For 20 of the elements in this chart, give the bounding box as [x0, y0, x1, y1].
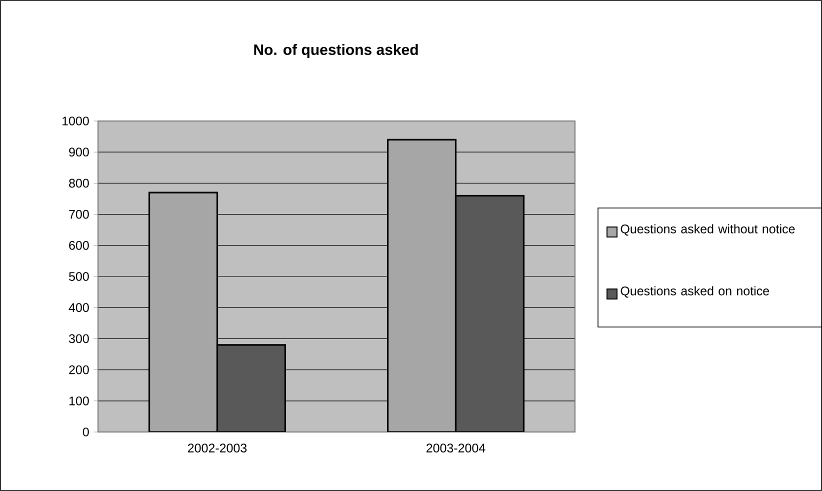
y-tick-label: 300 — [68, 334, 89, 344]
bar — [386, 138, 457, 432]
x-tick-label: 2003-2004 — [426, 444, 486, 452]
y-tick-label: 900 — [69, 148, 89, 157]
y-tick-label: 200 — [69, 365, 89, 374]
y-tick-label: 400 — [68, 303, 89, 312]
legend-label: Questions asked without notice — [620, 224, 795, 236]
x-tick-label: 2002-2003 — [188, 444, 247, 452]
y-tick-label: 800 — [69, 178, 89, 188]
chart-title: No. of questions asked — [254, 44, 418, 58]
y-tick-label: 100 — [69, 396, 89, 406]
y-tick-label: 600 — [69, 240, 89, 250]
bar — [454, 194, 525, 432]
bar — [148, 192, 218, 432]
y-tick-label: 1000 — [62, 116, 89, 126]
y-tick-label: 700 — [69, 210, 89, 219]
legend-label: Questions asked on notice — [620, 286, 770, 298]
bar — [216, 344, 286, 432]
y-tick-label: 500 — [69, 272, 89, 281]
y-tick-label: 0 — [82, 428, 89, 436]
